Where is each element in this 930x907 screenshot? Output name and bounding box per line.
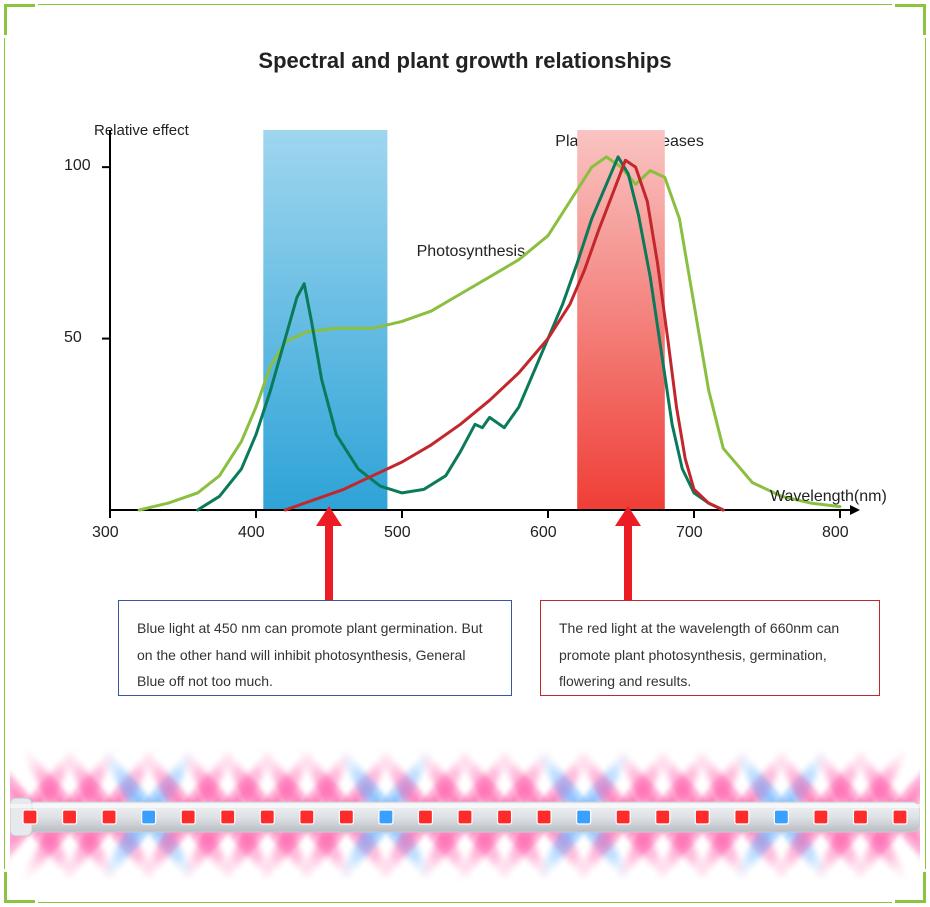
x-axis-label: Wavelength(nm) <box>770 488 887 506</box>
y-tick-label: 100 <box>64 157 91 175</box>
arrow-blue-light <box>322 506 336 600</box>
led-strip-illustration <box>10 720 920 900</box>
callout-text: The red light at the wavelength of 660nm… <box>559 620 839 689</box>
led-svg <box>10 720 920 900</box>
frame-corner-tr <box>895 4 926 35</box>
callout-blue-light: Blue light at 450 nm can promote plant g… <box>118 600 512 696</box>
callout-red-light: The red light at the wavelength of 660nm… <box>540 600 880 696</box>
frame-edge-right <box>925 38 926 869</box>
chart-svg <box>100 130 860 560</box>
infographic-frame: Spectral and plant growth relationships … <box>0 0 930 907</box>
arrow-head-icon <box>615 506 641 526</box>
arrow-red-light <box>621 506 635 600</box>
y-tick-label: 50 <box>64 329 82 347</box>
frame-edge-left <box>4 38 5 869</box>
arrow-head-icon <box>316 506 342 526</box>
page-title: Spectral and plant growth relationships <box>0 48 930 74</box>
frame-edge-bottom <box>38 902 892 903</box>
frame-edge-top <box>38 4 892 5</box>
frame-corner-tl <box>4 4 35 35</box>
callout-text: Blue light at 450 nm can promote plant g… <box>137 620 483 689</box>
spectral-chart <box>100 130 860 560</box>
arrow-shaft <box>325 524 333 600</box>
arrow-shaft <box>624 524 632 600</box>
